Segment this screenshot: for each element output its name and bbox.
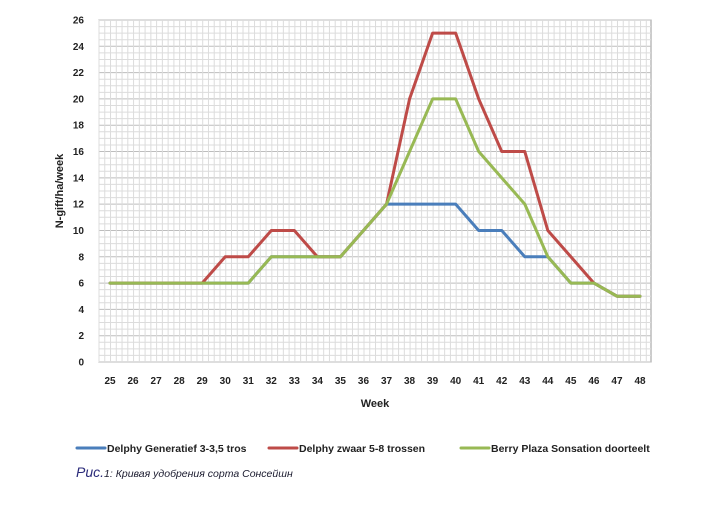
legend-label-3: Berry Plaza Sonsation doorteelt bbox=[491, 443, 650, 455]
y-tick-label: 14 bbox=[73, 173, 85, 184]
series-line-3 bbox=[108, 97, 642, 298]
y-tick-label: 26 bbox=[73, 16, 85, 27]
y-tick-label: 2 bbox=[78, 331, 84, 342]
x-tick-label: 38 bbox=[404, 376, 416, 387]
y-tick-label: 20 bbox=[73, 94, 85, 105]
x-tick-label: 46 bbox=[588, 376, 600, 387]
x-tick-label: 32 bbox=[266, 376, 278, 387]
x-tick-label: 31 bbox=[243, 376, 255, 387]
caption-prefix: Рис. bbox=[76, 464, 105, 480]
y-tick-label: 10 bbox=[73, 226, 85, 237]
y-tick-label: 24 bbox=[73, 42, 85, 53]
x-tick-label: 36 bbox=[358, 376, 370, 387]
x-tick-label: 28 bbox=[174, 376, 186, 387]
series-lines bbox=[108, 31, 642, 298]
x-tick-label: 34 bbox=[312, 376, 324, 387]
y-tick-label: 16 bbox=[73, 147, 85, 158]
x-tick-label: 40 bbox=[450, 376, 462, 387]
x-tick-label: 33 bbox=[289, 376, 301, 387]
y-tick-label: 6 bbox=[78, 279, 84, 290]
x-tick-label: 48 bbox=[634, 376, 646, 387]
x-tick-label: 39 bbox=[427, 376, 439, 387]
y-tick-label: 12 bbox=[73, 200, 85, 211]
x-tick-label: 27 bbox=[151, 376, 163, 387]
x-tick-label: 45 bbox=[565, 376, 577, 387]
x-tick-label: 47 bbox=[611, 376, 623, 387]
x-tick-label: 25 bbox=[104, 376, 116, 387]
x-tick-label: 43 bbox=[519, 376, 531, 387]
y-tick-label: 22 bbox=[73, 68, 85, 79]
y-tick-label: 4 bbox=[78, 305, 84, 316]
x-tick-label: 42 bbox=[496, 376, 508, 387]
legend: Delphy Generatief 3-3,5 tros Delphy zwaar… bbox=[75, 443, 650, 455]
x-axis-ticks: 25 26 27 28 29 30 31 32 33 34 35 36 37 38 39 40 41 42 43 44… bbox=[104, 376, 646, 387]
y-axis-title: N-gift/ha/week bbox=[54, 153, 66, 228]
x-axis-title: Week bbox=[361, 398, 390, 410]
y-tick-label: 18 bbox=[73, 121, 85, 132]
x-tick-label: 26 bbox=[127, 376, 139, 387]
figure-caption: Рис.1: Кривая удобрения сорта Сонсейшн bbox=[76, 464, 293, 480]
y-tick-label: 8 bbox=[78, 252, 84, 263]
legend-label-2: Delphy zwaar 5-8 trossen bbox=[299, 443, 425, 455]
y-tick-label: 0 bbox=[78, 358, 84, 369]
gridlines bbox=[98, 19, 651, 363]
x-tick-label: 41 bbox=[473, 376, 485, 387]
legend-label-1: Delphy Generatief 3-3,5 tros bbox=[107, 443, 247, 455]
x-tick-label: 30 bbox=[220, 376, 232, 387]
x-tick-label: 37 bbox=[381, 376, 393, 387]
x-tick-label: 29 bbox=[197, 376, 209, 387]
x-tick-label: 35 bbox=[335, 376, 347, 387]
caption-text: 1: Кривая удобрения сорта Сонсейшн bbox=[104, 468, 293, 480]
x-tick-label: 44 bbox=[542, 376, 554, 387]
